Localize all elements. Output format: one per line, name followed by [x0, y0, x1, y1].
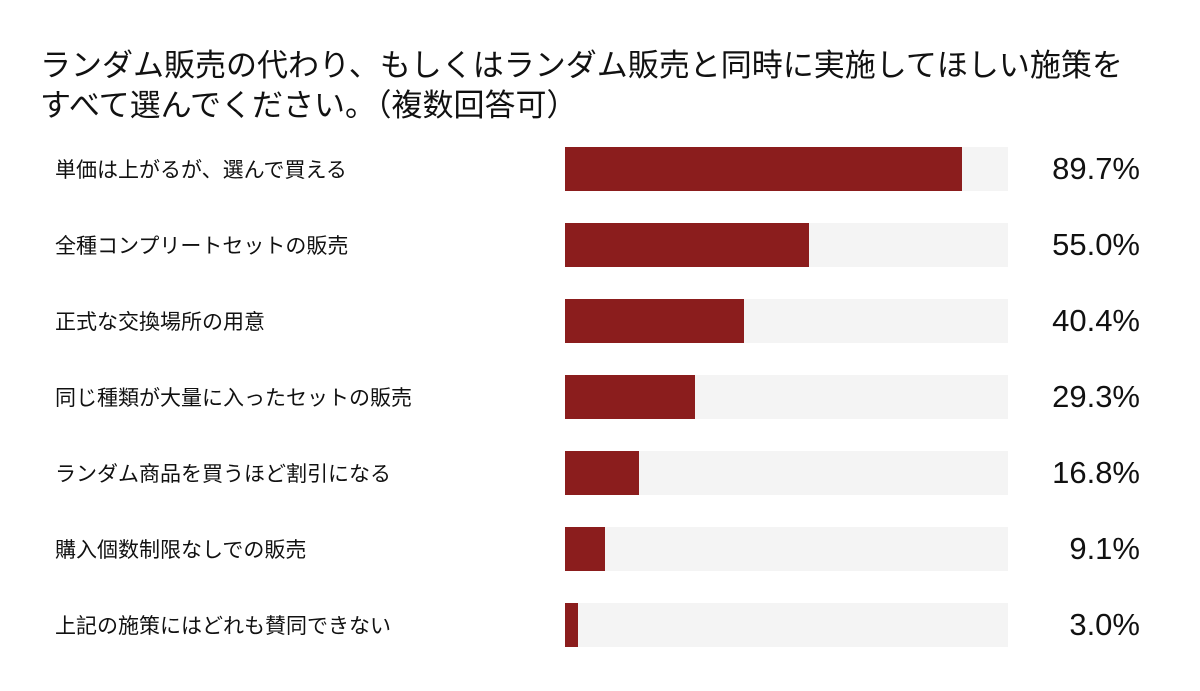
bar-row: 購入個数制限なしでの販売 9.1% — [0, 527, 1200, 571]
value-label: 40.4% — [1052, 303, 1140, 338]
bar-fill — [565, 527, 606, 571]
bar-track — [565, 147, 1008, 191]
category-label: 全種コンプリートセットの販売 — [55, 235, 349, 258]
bar-track — [565, 451, 1008, 495]
value-label: 55.0% — [1052, 227, 1140, 262]
chart-title: ランダム販売の代わり、もしくはランダム販売と同時に実施してほしい施策を すべて選… — [40, 46, 1123, 126]
bar-row: 正式な交換場所の用意 40.4% — [0, 299, 1200, 343]
value-label: 3.0% — [1069, 607, 1140, 642]
bar-fill — [565, 603, 579, 647]
bar-row: 単価は上がるが、選んで買える 89.7% — [0, 147, 1200, 191]
bar-track — [565, 603, 1008, 647]
value-label: 9.1% — [1069, 531, 1140, 566]
bar-fill — [565, 147, 963, 191]
category-label: 購入個数制限なしでの販売 — [55, 539, 307, 562]
category-label: 正式な交換場所の用意 — [55, 311, 265, 334]
value-label: 89.7% — [1052, 151, 1140, 186]
bar-fill — [565, 375, 695, 419]
bar-fill — [565, 223, 809, 267]
chart-title-line-2: すべて選んでください。（複数回答可） — [40, 88, 578, 123]
bar-track — [565, 299, 1008, 343]
bar-track — [565, 527, 1008, 571]
bar-track — [565, 223, 1008, 267]
category-label: ランダム商品を買うほど割引になる — [55, 463, 391, 486]
bar-row: 同じ種類が大量に入ったセットの販売 29.3% — [0, 375, 1200, 419]
bar-row: 上記の施策にはどれも賛同できない 3.0% — [0, 603, 1200, 647]
category-label: 単価は上がるが、選んで買える — [55, 159, 347, 182]
value-label: 16.8% — [1052, 455, 1140, 490]
chart-title-line-1: ランダム販売の代わり、もしくはランダム販売と同時に実施してほしい施策を — [40, 48, 1123, 83]
value-label: 29.3% — [1052, 379, 1140, 414]
bar-row: ランダム商品を買うほど割引になる 16.8% — [0, 451, 1200, 495]
bar-fill — [565, 451, 640, 495]
bar-rows-container: 単価は上がるが、選んで買える 89.7% 全種コンプリートセットの販売 55.0… — [0, 147, 1200, 647]
bar-track — [565, 375, 1008, 419]
bar-row: 全種コンプリートセットの販売 55.0% — [0, 223, 1200, 267]
category-label: 同じ種類が大量に入ったセットの販売 — [55, 387, 412, 410]
bar-fill — [565, 299, 744, 343]
category-label: 上記の施策にはどれも賛同できない — [55, 615, 391, 638]
